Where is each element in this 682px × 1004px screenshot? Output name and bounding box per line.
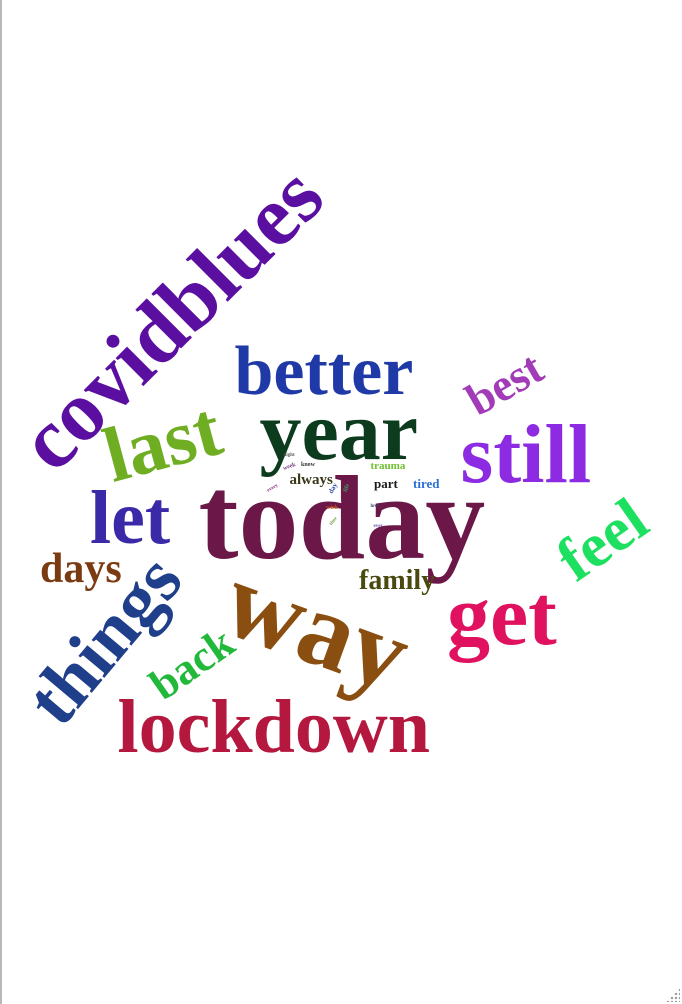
word-better: better [234,333,414,410]
word-trauma: trauma [370,459,406,472]
word-get: get [447,567,557,663]
word-let: let [90,476,171,560]
word-wish: wish [326,505,338,511]
word-still: still [460,408,592,501]
word-family: family [359,565,436,596]
word-know: know [301,462,316,468]
word-today: today [198,451,486,584]
word-part: part [374,475,398,491]
word-love: love [370,503,380,509]
word-year: year [259,385,419,478]
word-feel: feel [544,485,660,595]
word-lockdown: lockdown [117,685,431,769]
word-days: days [40,546,122,592]
word-ever: ever [373,523,383,529]
word-tired: tired [413,475,440,491]
word-always: always [289,471,333,488]
word-night: night [283,452,295,458]
